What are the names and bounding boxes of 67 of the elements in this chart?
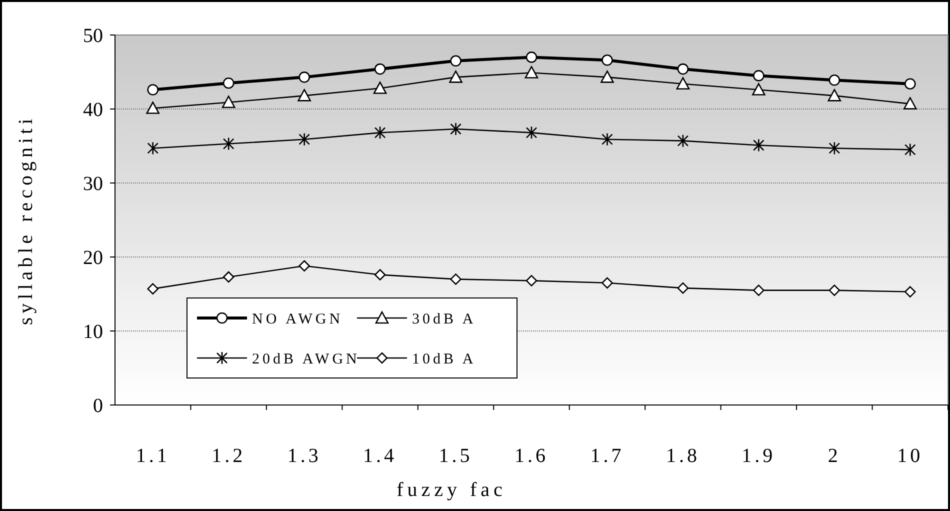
y-tick-label: 0	[93, 395, 103, 417]
point	[526, 275, 538, 286]
y-axis-title: syllable recogniti	[15, 114, 37, 326]
y-tick-label: 10	[83, 321, 103, 343]
point	[677, 134, 689, 148]
x-tick-label: 1.3	[287, 445, 322, 467]
point	[904, 286, 916, 298]
legend-label: NO AWGN	[252, 311, 344, 328]
point	[753, 70, 764, 82]
point	[298, 132, 310, 146]
legend-label: 20dB AWGN	[252, 351, 360, 368]
y-tick-label: 30	[83, 173, 103, 195]
point	[602, 277, 613, 289]
x-axis-title: fuzzy fac	[396, 479, 506, 501]
y-tick-label: 20	[83, 247, 103, 269]
point	[526, 126, 538, 140]
point	[147, 142, 159, 155]
point	[753, 284, 764, 296]
point	[903, 97, 917, 110]
point	[298, 72, 310, 83]
point	[828, 89, 842, 102]
x-tick-label: 1.2	[212, 445, 246, 467]
point	[602, 54, 613, 66]
point	[828, 74, 840, 86]
point	[298, 89, 311, 102]
point	[222, 77, 234, 89]
point	[904, 78, 916, 90]
point	[450, 274, 462, 285]
point	[752, 83, 766, 96]
x-tick-label: 1.6	[514, 445, 548, 467]
point	[449, 70, 462, 83]
y-tick-label: 50	[83, 25, 103, 47]
legend-label: 30dB A	[412, 311, 476, 328]
point	[222, 271, 234, 283]
point	[828, 284, 840, 296]
point	[602, 132, 613, 146]
point	[374, 126, 386, 140]
point	[828, 142, 840, 155]
point	[676, 77, 690, 90]
point	[753, 138, 764, 152]
y-tick-label: 40	[83, 99, 103, 121]
point	[904, 143, 916, 156]
point	[298, 260, 310, 272]
point	[677, 282, 689, 294]
point	[450, 55, 462, 67]
point	[222, 96, 236, 108]
point	[450, 122, 462, 136]
legend-label: 10dB A	[412, 351, 476, 368]
point	[147, 283, 159, 294]
point	[374, 269, 386, 280]
point	[373, 82, 387, 94]
x-tick-label: 1.7	[590, 445, 624, 467]
point	[374, 63, 386, 75]
point	[677, 63, 689, 75]
x-tick-label: 1.8	[666, 445, 700, 467]
x-tick-label: 1.4	[363, 445, 398, 467]
point	[526, 52, 538, 63]
x-tick-label: 1.9	[742, 445, 776, 467]
x-tick-label: 1.5	[438, 445, 473, 467]
point	[600, 70, 614, 83]
x-tick-label: 10	[897, 445, 924, 467]
x-tick-label: 2	[828, 445, 841, 467]
point	[222, 137, 234, 150]
x-tick-label: 1.1	[136, 445, 170, 467]
point	[147, 84, 159, 96]
point	[146, 102, 160, 114]
point	[524, 66, 538, 78]
